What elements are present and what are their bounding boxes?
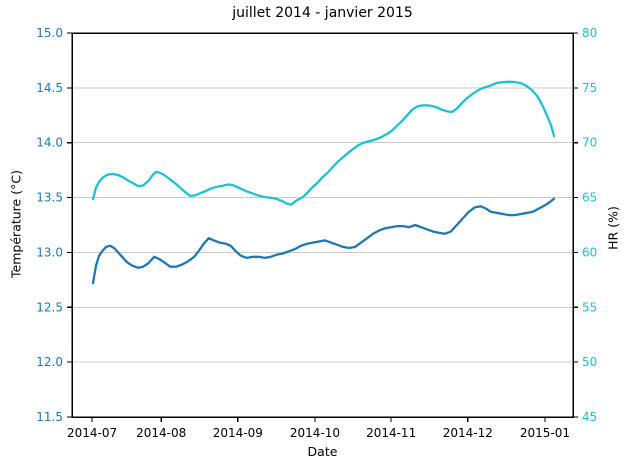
x-tick-label: 2014-10 [290, 426, 340, 440]
x-axis-title: Date [307, 444, 338, 459]
y-right-tick-label: 70 [582, 136, 597, 150]
y-left-tick-label: 11.5 [36, 410, 63, 424]
y-left-tick-label: 12.5 [36, 300, 63, 314]
x-tick-label: 2014-11 [366, 426, 416, 440]
y-right-tick-label: 80 [582, 26, 597, 40]
y-right-tick-label: 60 [582, 245, 597, 259]
y-left-tick-label: 15.0 [36, 26, 63, 40]
x-tick-label: 2014-07 [67, 426, 117, 440]
temperature-line [91, 197, 556, 285]
y-left-tick-label: 13.5 [36, 191, 63, 205]
y-left-tick-label: 14.0 [36, 136, 63, 150]
x-tick-label: 2014-09 [213, 426, 263, 440]
y-right-tick-label: 45 [582, 410, 597, 424]
y-right-tick-label: 65 [582, 191, 597, 205]
hr-line [91, 80, 556, 206]
y-right-tick-label: 75 [582, 81, 597, 95]
x-tick-label: 2014-12 [443, 426, 493, 440]
axes-frame [71, 32, 574, 418]
y-right-tick-label: 50 [582, 355, 597, 369]
x-tick-label: 2014-08 [136, 426, 186, 440]
y-left-tick-label: 13.0 [36, 245, 63, 259]
chart-title: juillet 2014 - janvier 2015 [232, 5, 413, 21]
x-tick-label: 2015-01 [520, 426, 570, 440]
y-left-tick-label: 14.5 [36, 81, 63, 95]
y-left-tick-label: 12.0 [36, 355, 63, 369]
y-right-tick-label: 55 [582, 300, 597, 314]
